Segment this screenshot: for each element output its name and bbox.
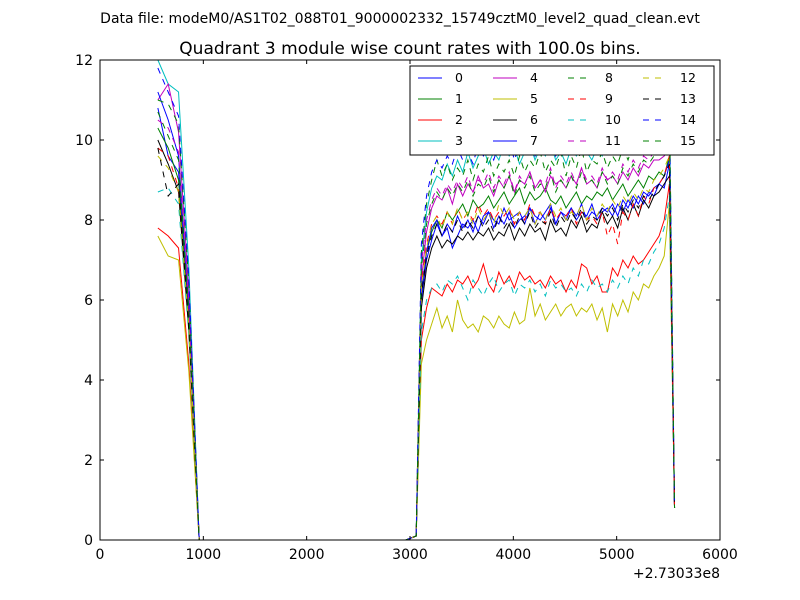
legend-box (409, 65, 715, 156)
legend-label-6: 6 (530, 112, 538, 127)
legend-label-3: 3 (455, 133, 463, 148)
suptitle: Data file: modeM0/AS1T02_088T01_90000023… (100, 11, 700, 27)
y-tick-label: 8 (84, 213, 93, 229)
y-tick-label: 4 (84, 373, 93, 389)
series-line-11 (157, 119, 676, 541)
series-line-12 (157, 155, 676, 541)
legend-label-8: 8 (605, 70, 613, 85)
chart-title: Quadrant 3 module wise count rates with … (179, 39, 640, 59)
y-tick-label: 6 (84, 293, 93, 309)
series-line-9 (157, 147, 676, 541)
y-tick-label: 0 (84, 533, 93, 549)
x-tick-label: 5000 (599, 547, 635, 563)
legend-label-12: 12 (680, 70, 696, 85)
y-tick-label: 2 (84, 453, 93, 469)
legend-label-7: 7 (530, 133, 538, 148)
legend-label-11: 11 (605, 133, 621, 148)
series-line-10 (157, 187, 676, 541)
x-tick-label: 0 (96, 547, 105, 563)
x-tick-label: 4000 (496, 547, 532, 563)
y-tick-label: 10 (75, 133, 93, 149)
legend-label-10: 10 (605, 112, 621, 127)
legend-label-4: 4 (530, 70, 538, 85)
x-offset-label: +2.73033e8 (633, 566, 720, 582)
legend-label-5: 5 (530, 91, 538, 106)
x-tick-label: 1000 (186, 547, 222, 563)
x-tick-label: 2000 (289, 547, 325, 563)
legend-label-9: 9 (605, 91, 613, 106)
x-tick-label: 3000 (392, 547, 428, 563)
legend-label-0: 0 (455, 70, 463, 85)
y-tick-label: 12 (75, 53, 93, 69)
series-line-8 (157, 99, 676, 541)
legend-label-13: 13 (680, 91, 696, 106)
legend-label-1: 1 (455, 91, 463, 106)
legend-label-15: 15 (680, 133, 696, 148)
x-tick-label: 6000 (702, 547, 738, 563)
legend-label-2: 2 (455, 112, 463, 127)
legend-label-14: 14 (680, 112, 696, 127)
